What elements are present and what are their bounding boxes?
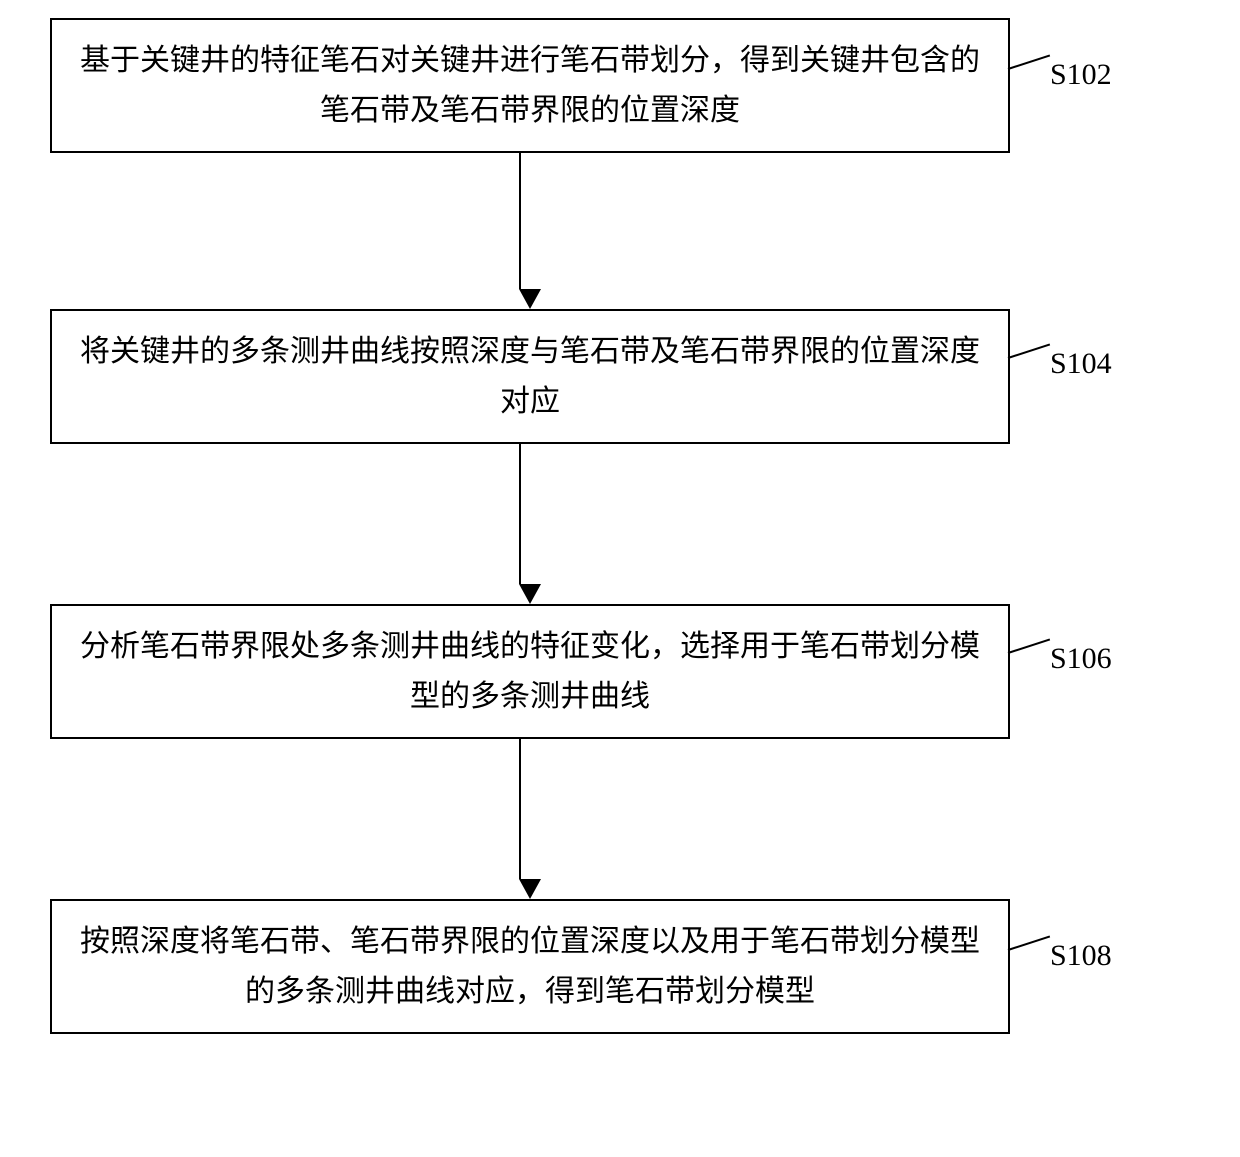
step-box: 按照深度将笔石带、笔石带界限的位置深度以及用于笔石带划分模型的多条测井曲线对应，… — [50, 899, 1010, 1034]
arrow-down-icon — [519, 879, 541, 899]
connector-line — [519, 739, 521, 879]
step-label: S104 — [1050, 347, 1112, 381]
connector — [50, 739, 1010, 899]
flowchart-step: 基于关键井的特征笔石对关键井进行笔石带划分，得到关键井包含的笔石带及笔石带界限的… — [50, 18, 1190, 153]
step-box: 基于关键井的特征笔石对关键井进行笔石带划分，得到关键井包含的笔石带及笔石带界限的… — [50, 18, 1010, 153]
flowchart-step: 按照深度将笔石带、笔石带界限的位置深度以及用于笔石带划分模型的多条测井曲线对应，… — [50, 899, 1190, 1034]
connector-line — [519, 444, 521, 584]
step-text: 按照深度将笔石带、笔石带界限的位置深度以及用于笔石带划分模型的多条测井曲线对应，… — [76, 917, 984, 1016]
label-connector — [1008, 343, 1050, 358]
connector-line — [519, 153, 521, 289]
flowchart-container: 基于关键井的特征笔石对关键井进行笔石带划分，得到关键井包含的笔石带及笔石带界限的… — [50, 18, 1190, 1034]
label-connector — [1008, 638, 1050, 653]
label-connector — [1008, 935, 1050, 950]
step-text: 分析笔石带界限处多条测井曲线的特征变化，选择用于笔石带划分模型的多条测井曲线 — [76, 622, 984, 721]
step-text: 将关键井的多条测井曲线按照深度与笔石带及笔石带界限的位置深度对应 — [76, 327, 984, 426]
connector — [50, 444, 1010, 604]
step-text: 基于关键井的特征笔石对关键井进行笔石带划分，得到关键井包含的笔石带及笔石带界限的… — [76, 36, 984, 135]
step-label: S106 — [1050, 642, 1112, 676]
step-label: S108 — [1050, 939, 1112, 973]
flowchart-step: 将关键井的多条测井曲线按照深度与笔石带及笔石带界限的位置深度对应 S104 — [50, 309, 1190, 444]
arrow-down-icon — [519, 289, 541, 309]
label-connector — [1008, 54, 1050, 69]
step-label: S102 — [1050, 58, 1112, 92]
connector — [50, 153, 1010, 309]
step-box: 将关键井的多条测井曲线按照深度与笔石带及笔石带界限的位置深度对应 — [50, 309, 1010, 444]
arrow-down-icon — [519, 584, 541, 604]
flowchart-step: 分析笔石带界限处多条测井曲线的特征变化，选择用于笔石带划分模型的多条测井曲线 S… — [50, 604, 1190, 739]
step-box: 分析笔石带界限处多条测井曲线的特征变化，选择用于笔石带划分模型的多条测井曲线 — [50, 604, 1010, 739]
